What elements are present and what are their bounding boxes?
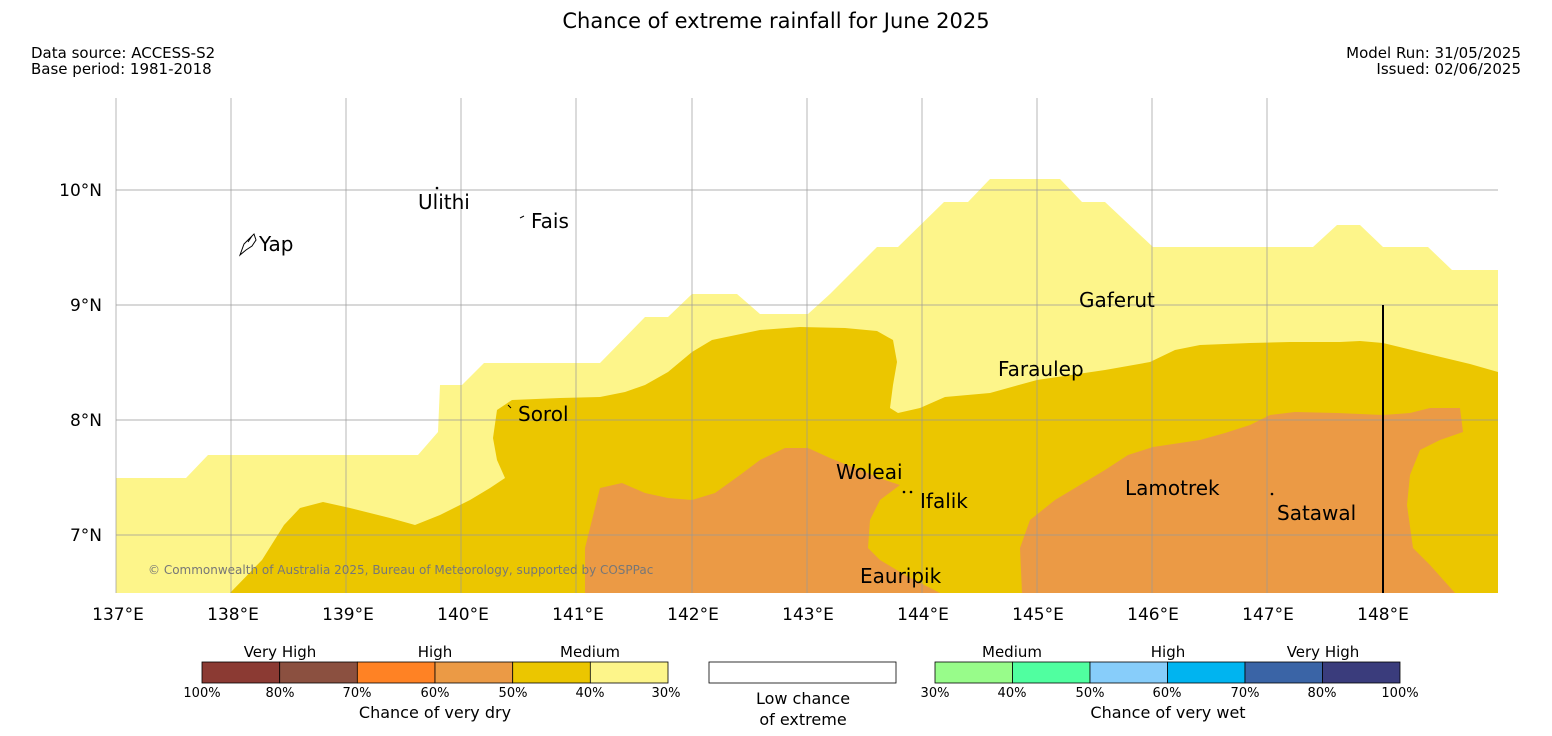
model-run: Model Run: 31/05/2025 [1346, 44, 1521, 62]
legend-wet-pct-80: 80% [1308, 686, 1337, 701]
lon-tick-141e: 141°E [552, 605, 604, 625]
legend-dry-swatch-5 [589, 661, 669, 684]
place-label-ifalik: Ifalik [920, 489, 968, 513]
legend-dry-swatches [201, 661, 669, 684]
legend-dry-pct-30: 30% [652, 686, 681, 701]
legend-wet-swatch-0 [934, 661, 1013, 684]
legend-dry-pct-60: 60% [421, 686, 450, 701]
copyright-notice: © Commonwealth of Australia 2025, Bureau… [148, 563, 653, 577]
graticule [115, 98, 1498, 593]
place-label-faraulep: Faraulep [998, 357, 1084, 381]
legend-wet-pct-60: 60% [1153, 686, 1182, 701]
lon-tick-147e: 147°E [1242, 605, 1294, 625]
legend-dry-swatch-1 [279, 661, 358, 684]
chart-title: Chance of extreme rainfall for June 2025 [562, 9, 990, 33]
legend-wet-heading-high: High [1151, 643, 1185, 661]
legend-dry-heading-high: High [418, 643, 452, 661]
lon-tick-145e: 145°E [1012, 605, 1064, 625]
lat-tick-10n: 10°N [59, 181, 102, 201]
legend-dry-heading-medium: Medium [560, 643, 620, 661]
legend-wet-swatch-5 [1322, 661, 1401, 684]
legend-wet-pct-30: 30% [921, 686, 950, 701]
legend-dry-headings: Very High High Medium [244, 643, 620, 661]
legend-dry-pct-50: 50% [499, 686, 528, 701]
legend-wet-swatch-1 [1012, 661, 1091, 684]
legend-wet-swatch-3 [1167, 661, 1246, 684]
place-label-eauripik: Eauripik [860, 564, 942, 588]
place-label-yap: Yap [258, 232, 293, 256]
legend-wet-pct-40: 40% [998, 686, 1027, 701]
legend-wet-title: Chance of very wet [1090, 703, 1245, 722]
legend-wet-swatch-2 [1089, 661, 1168, 684]
legend-low-line1: Low chance [756, 689, 850, 708]
legend-dry-title: Chance of very dry [359, 703, 511, 722]
legend-wet-headings: Medium High Very High [982, 643, 1359, 661]
legend-wet-pct-100: 100% [1381, 686, 1418, 701]
region-dry-50-60-east [1020, 408, 1463, 593]
lon-tick-142e: 142°E [667, 605, 719, 625]
region-dry-50-60 [585, 448, 940, 593]
lon-tick-148e: 148°E [1357, 605, 1409, 625]
legend-dry-heading-very-high: Very High [244, 643, 317, 661]
lon-tick-labels: 137°E 138°E 139°E 140°E 141°E 142°E 143°… [92, 605, 1409, 625]
place-label-lamotrek: Lamotrek [1125, 476, 1220, 500]
ifalik-mark-2 [909, 490, 913, 494]
lat-tick-labels: 10°N 9°N 8°N 7°N [59, 181, 102, 546]
legend-low-line2: of extreme [759, 710, 846, 729]
legend-wet-swatch-4 [1244, 661, 1323, 684]
place-labels: Yap Ulithi Fais Sorol Gaferut Faraulep W… [258, 190, 1356, 588]
lat-tick-9n: 9°N [70, 296, 102, 316]
place-label-satawal: Satawal [1277, 501, 1356, 525]
lon-tick-140e: 140°E [437, 605, 489, 625]
data-source: Data source: ACCESS-S2 [31, 44, 216, 62]
lat-tick-8n: 8°N [70, 411, 102, 431]
lon-tick-137e: 137°E [92, 605, 144, 625]
place-label-ulithi: Ulithi [418, 190, 470, 214]
legend-wet-swatches [934, 661, 1401, 684]
lat-tick-7n: 7°N [70, 526, 102, 546]
lon-tick-138e: 138°E [207, 605, 259, 625]
legend-dry-pct-70: 70% [343, 686, 372, 701]
legend-dry: Very High High Medium 100% 80% 70% 60% 5… [183, 643, 680, 722]
place-label-gaferut: Gaferut [1079, 288, 1155, 312]
legend-dry-pct-40: 40% [576, 686, 605, 701]
meta-left: Data source: ACCESS-S2 Base period: 1981… [31, 45, 215, 77]
legend-dry-swatch-3 [434, 661, 514, 684]
ifalik-mark [902, 490, 906, 494]
lon-tick-139e: 139°E [322, 605, 374, 625]
legend-wet: Medium High Very High 30% 40% 50% 60% 70… [921, 643, 1419, 722]
lon-tick-146e: 146°E [1127, 605, 1179, 625]
meta-right: Model Run: 31/05/2025 Issued: 02/06/2025 [1346, 45, 1521, 77]
legend-dry-swatch-0 [201, 661, 281, 684]
legend-dry-percents: 100% 80% 70% 60% 50% 40% 30% [183, 686, 680, 701]
legend-dry-pct-80: 80% [266, 686, 295, 701]
lon-tick-144e: 144°E [897, 605, 949, 625]
legend-wet-pct-50: 50% [1076, 686, 1105, 701]
legend-wet-heading-very-high: Very High [1287, 643, 1360, 661]
legend-wet-percents: 30% 40% 50% 60% 70% 80% 100% [921, 686, 1419, 701]
legend-wet-pct-70: 70% [1231, 686, 1260, 701]
legend-dry-swatch-2 [356, 661, 436, 684]
legend-dry-pct-100: 100% [183, 686, 220, 701]
sorol-mark [507, 404, 512, 409]
place-label-sorol: Sorol [518, 402, 569, 426]
satawal-mark [1270, 492, 1274, 496]
legend-low-swatch [708, 661, 897, 684]
legend-wet-heading-medium: Medium [982, 643, 1042, 661]
legend-dry-swatch-4 [512, 661, 591, 684]
legend-low: Low chance of extreme [708, 661, 897, 729]
base-period: Base period: 1981-2018 [31, 60, 212, 78]
issued-date: Issued: 02/06/2025 [1376, 60, 1521, 78]
yap-island-outline [238, 233, 257, 257]
island-marks [238, 186, 1274, 496]
lon-tick-143e: 143°E [782, 605, 834, 625]
place-label-woleai: Woleai [836, 460, 903, 484]
place-label-fais: Fais [531, 209, 569, 233]
fais-mark [519, 215, 525, 219]
ulithi-mark [435, 186, 439, 190]
